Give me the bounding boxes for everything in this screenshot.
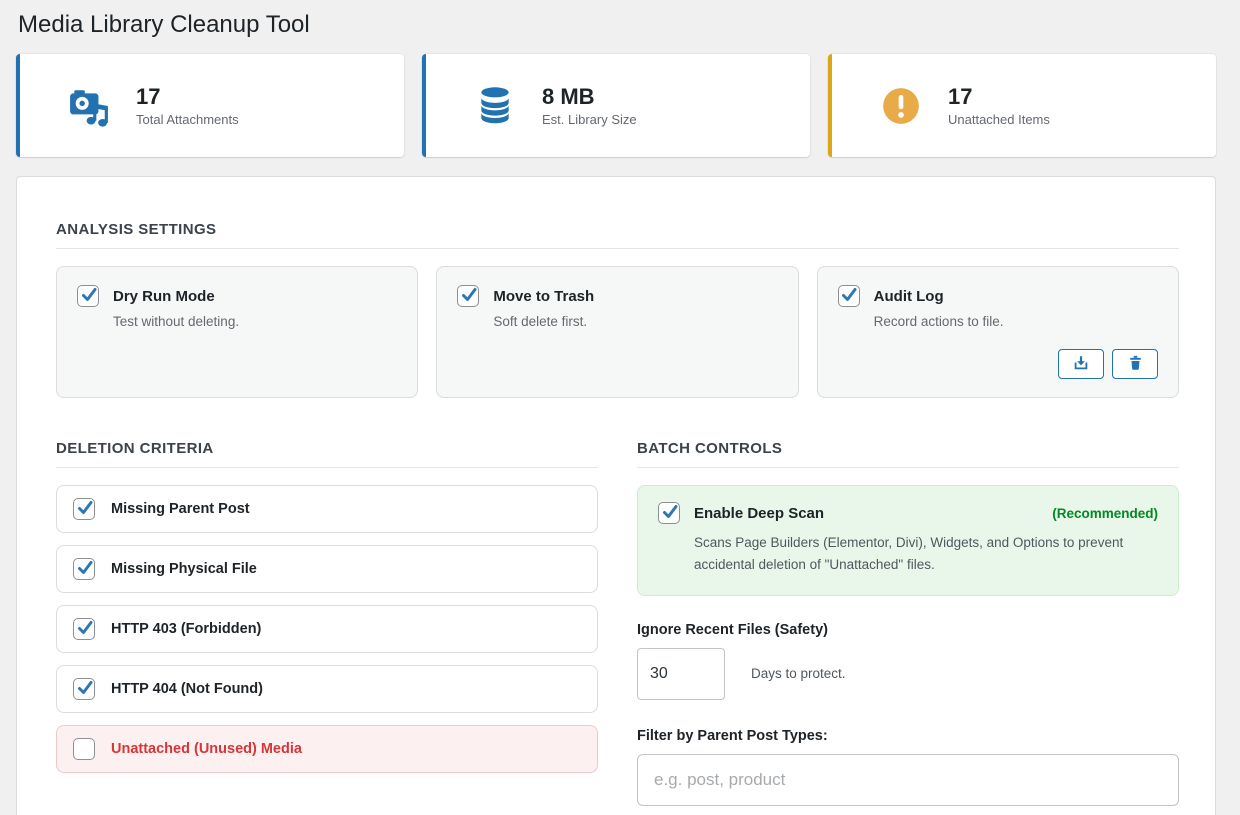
batch-controls-heading: BATCH CONTROLS <box>637 440 1179 468</box>
stats-row: 17 Total Attachments 8 MB Est. Library S… <box>16 54 1216 157</box>
setting-description: Record actions to file. <box>873 314 1004 329</box>
clear-log-button[interactable] <box>1112 349 1158 379</box>
criteria-row-http-404[interactable]: HTTP 404 (Not Found) <box>56 665 598 713</box>
stat-value: 17 <box>948 83 973 109</box>
days-to-protect-hint: Days to protect. <box>751 666 846 682</box>
days-to-protect-input[interactable] <box>637 647 725 700</box>
unattached-media-checkbox[interactable] <box>73 738 95 760</box>
setting-card-move-to-trash: Move to Trash Soft delete first. <box>436 266 799 398</box>
setting-title: Dry Run Mode <box>113 287 215 305</box>
batch-controls-column: BATCH CONTROLS Enable Deep Scan (Recomme… <box>637 440 1179 815</box>
stat-card-unattached-items: 17 Unattached Items <box>828 54 1216 157</box>
criteria-label: HTTP 404 (Not Found) <box>111 681 263 697</box>
lower-columns: DELETION CRITERIA Missing Parent Post Mi… <box>56 440 1179 815</box>
stat-card-total-attachments: 17 Total Attachments <box>16 54 404 157</box>
missing-physical-file-checkbox[interactable] <box>73 558 95 580</box>
ignore-recent-row: Days to protect. <box>637 647 1179 700</box>
analysis-settings-heading: ANALYSIS SETTINGS <box>56 221 1179 249</box>
post-types-label: Filter by Parent Post Types: <box>637 727 828 744</box>
page-title: Media Library Cleanup Tool <box>18 11 310 38</box>
media-icon <box>68 85 110 127</box>
stat-label: Unattached Items <box>948 112 1050 128</box>
criteria-label: Missing Parent Post <box>111 501 250 517</box>
setting-title: Move to Trash <box>493 287 595 305</box>
http-404-checkbox[interactable] <box>73 678 95 700</box>
post-types-help: Comma-separated post types (e.g., post, … <box>637 814 1179 815</box>
deep-scan-label: Enable Deep Scan <box>694 504 825 522</box>
stat-value: 8 MB <box>542 83 595 109</box>
setting-title: Audit Log <box>873 287 944 305</box>
setting-description: Test without deleting. <box>113 314 240 329</box>
deep-scan-box: Enable Deep Scan (Recommended) Scans Pag… <box>637 485 1179 596</box>
deletion-criteria-column: DELETION CRITERIA Missing Parent Post Mi… <box>56 440 598 815</box>
database-icon <box>474 85 516 127</box>
setting-card-audit-log: Audit Log Record actions to file. <box>816 266 1179 398</box>
download-log-button[interactable] <box>1058 349 1104 379</box>
criteria-row-http-403[interactable]: HTTP 403 (Forbidden) <box>56 605 598 653</box>
dry-run-checkbox[interactable] <box>77 285 99 307</box>
criteria-row-missing-physical-file[interactable]: Missing Physical File <box>56 545 598 593</box>
criteria-row-unattached-media[interactable]: Unattached (Unused) Media <box>56 725 598 773</box>
ignore-recent-label: Ignore Recent Files (Safety) <box>637 621 828 638</box>
analysis-settings-grid: Dry Run Mode Test without deleting. Move… <box>56 266 1179 398</box>
post-types-input[interactable] <box>637 753 1179 806</box>
audit-log-actions <box>838 349 1158 379</box>
stat-card-library-size: 8 MB Est. Library Size <box>422 54 810 157</box>
main-panel: ANALYSIS SETTINGS Dry Run Mode Test with… <box>16 176 1216 815</box>
criteria-row-missing-parent-post[interactable]: Missing Parent Post <box>56 485 598 533</box>
stat-value: 17 <box>136 83 161 109</box>
stat-label: Total Attachments <box>136 112 239 128</box>
criteria-label: Missing Physical File <box>111 561 257 577</box>
missing-parent-post-checkbox[interactable] <box>73 498 95 520</box>
criteria-label: HTTP 403 (Forbidden) <box>111 621 262 637</box>
deletion-criteria-heading: DELETION CRITERIA <box>56 440 598 468</box>
deep-scan-checkbox[interactable] <box>658 502 680 524</box>
download-icon <box>1072 354 1090 375</box>
criteria-label: Unattached (Unused) Media <box>111 741 302 757</box>
audit-log-checkbox[interactable] <box>837 285 860 307</box>
trash-icon <box>1127 354 1144 374</box>
deep-scan-description: Scans Page Builders (Elementor, Divi), W… <box>694 535 1124 573</box>
recommended-badge: (Recommended) <box>1052 505 1158 521</box>
setting-description: Soft delete first. <box>493 314 588 329</box>
warning-icon <box>880 85 922 127</box>
http-403-checkbox[interactable] <box>73 618 95 640</box>
setting-card-dry-run: Dry Run Mode Test without deleting. <box>56 266 419 398</box>
move-to-trash-checkbox[interactable] <box>457 285 480 307</box>
stat-label: Est. Library Size <box>542 112 637 128</box>
